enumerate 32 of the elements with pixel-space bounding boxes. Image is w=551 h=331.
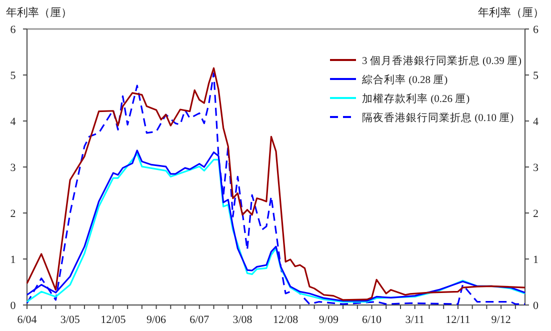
legend-label: 加權存款利率 (0.26 厘) [362,92,470,105]
y2-tick-label: 4 [533,116,539,128]
y-axis-title: 年利率（厘） [6,6,72,19]
x-tick-label: 6/07 [190,314,210,326]
legend-label: 隔夜香港銀行同業折息 (0.10 厘) [362,111,514,124]
y-tick-label: 2 [10,208,16,220]
y2-tick-label: 6 [533,24,539,36]
legend-label: 綜合利率 (0.28 厘) [361,73,448,86]
y2-axis-title: 年利率（厘） [478,6,544,19]
x-tick-label: 9/06 [146,314,167,326]
x-tick-label: 3/11 [405,314,424,326]
y2-tick-label: 0 [533,300,539,312]
x-tick-label: 6/04 [17,314,38,326]
y-tick-label: 4 [10,116,16,128]
x-tick-label: 12/11 [446,314,470,326]
x-tick-label: 6/10 [362,314,382,326]
y-tick-label: 0 [10,300,16,312]
x-tick-label: 9/12 [491,314,511,326]
y-tick-label: 5 [10,70,16,82]
x-tick-label: 12/05 [100,314,126,326]
y2-tick-label: 3 [533,162,539,174]
y-tick-label: 1 [10,254,16,266]
y-tick-label: 6 [10,24,16,36]
y-tick-label: 3 [10,162,16,174]
x-tick-label: 3/05 [60,314,80,326]
legend-label: 3 個月香港銀行同業折息 (0.39 厘) [362,54,522,67]
x-tick-label: 9/09 [318,314,339,326]
x-tick-label: 12/08 [273,314,299,326]
y2-tick-label: 1 [533,254,538,266]
x-tick-label: 3/08 [232,314,253,326]
y2-tick-label: 5 [533,70,539,82]
y2-tick-label: 2 [533,208,538,220]
